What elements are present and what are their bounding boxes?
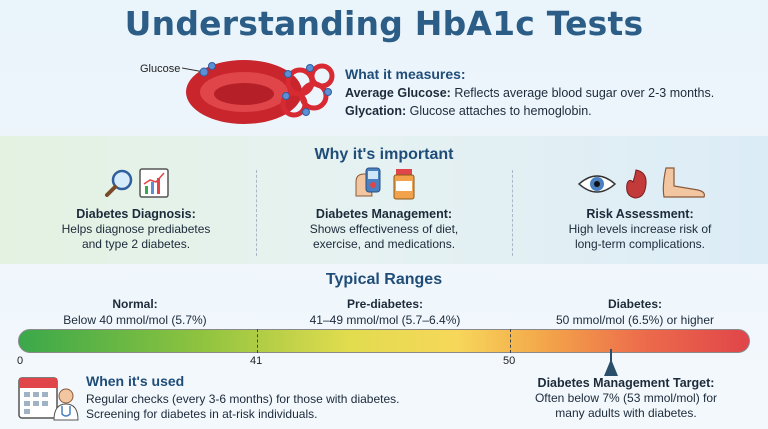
used-line1: Regular checks (every 3-6 months) for th… [86,392,400,406]
tick-41 [257,329,258,353]
used-line2: Screening for diabetes in at-risk indivi… [86,407,318,421]
risk-title: Risk Assessment: [586,207,694,221]
diagnosis-text-line1: Helps diagnose prediabetes [61,222,211,236]
target-line2: many adults with diabetes. [555,406,697,420]
target-line1: Often below 7% (53 mmol/mol) for [534,391,718,405]
tick-50 [510,329,511,353]
average-glucose-line: Average Glucose: Reflects average blood … [345,84,765,102]
management-text-line1: Shows effectiveness of diet, [309,222,459,236]
measures-heading: What it measures: [345,66,466,82]
management-column: Diabetes Management: Shows effectiveness… [264,206,504,252]
column-divider [256,170,257,256]
foot-icon [662,167,705,198]
red-blood-cell-illustration [182,60,335,124]
what-it-measures: What it measures: Average Glucose: Refle… [345,66,765,120]
ranges-heading: Typical Ranges [325,271,443,288]
diabetes-range-name: Diabetes: [607,297,663,311]
diagnosis-text-line2: and type 2 diabetes. [81,237,191,251]
prediabetes-range-label: Pre-diabetes: 41–49 mmol/mol (5.7–6.4%) [290,297,480,328]
prediabetes-range-value: 41–49 mmol/mol (5.7–6.4%) [309,313,461,327]
hba1c-range-bar [18,329,750,353]
normal-range-label: Normal: Below 40 mmol/mol (5.7%) [40,297,230,328]
calendar-doctor-icon [18,377,79,421]
management-text-line2: exercise, and medications. [312,237,456,251]
management-title: Diabetes Management: [315,207,453,221]
medication-bottle-icon [393,169,415,200]
column-divider [512,170,513,256]
diabetes-range-value: 50 mmol/mol (6.5%) or higher [555,313,715,327]
importance-heading: Why it's important [314,146,454,163]
risk-text-line2: long-term complications. [574,237,706,251]
risk-column: Risk Assessment: High levels increase ri… [520,206,760,252]
diagnosis-title: Diabetes Diagnosis: [76,207,196,221]
average-glucose-text: Reflects average blood sugar over 2-3 mo… [450,86,715,100]
page-title: Understanding HbA1c Tests [124,4,644,43]
target-marker-icon [604,349,618,376]
diagnosis-column: Diabetes Diagnosis: Helps diagnose predi… [16,206,256,252]
used-heading: When it's used [86,373,185,389]
glucose-meter-icon [355,167,381,197]
management-target: Diabetes Management Target: Often below … [500,376,752,421]
average-glucose-label: Average Glucose: [345,86,451,100]
glycation-text: Glucose attaches to hemoglobin. [406,104,592,118]
normal-range-name: Normal: [112,297,158,311]
chart-icon [139,168,169,198]
importance-band [0,136,768,264]
glucose-label: Glucose [140,63,181,75]
risk-text-line1: High levels increase risk of [568,222,712,236]
glycation-label: Glycation: [345,104,407,118]
prediabetes-range-name: Pre-diabetes: [346,297,424,311]
tick-label-50: 50 [503,355,516,367]
eye-icon [578,175,616,193]
normal-range-value: Below 40 mmol/mol (5.7%) [63,313,207,327]
kidney-icon [626,169,647,199]
magnifier-icon [105,169,133,197]
tick-label-0: 0 [17,355,24,367]
tick-label-41: 41 [250,355,263,367]
target-heading: Diabetes Management Target: [537,376,715,390]
glycation-line: Glycation: Glucose attaches to hemoglobi… [345,102,765,120]
diabetes-range-label: Diabetes: 50 mmol/mol (6.5%) or higher [530,297,740,328]
